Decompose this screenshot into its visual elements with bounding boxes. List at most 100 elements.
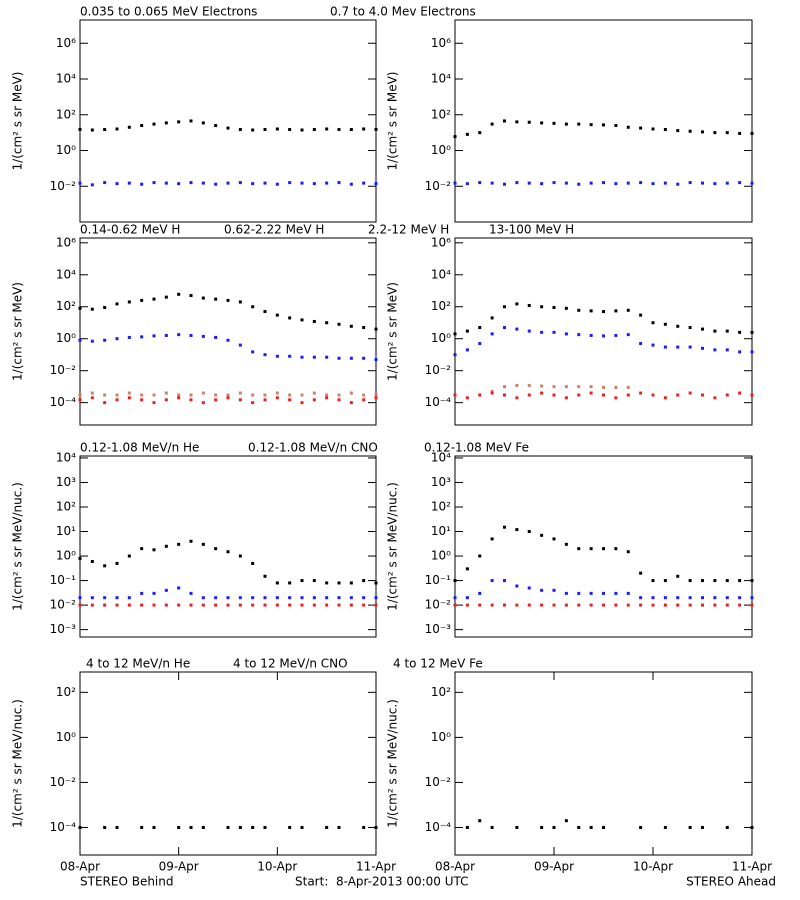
data-point xyxy=(453,353,457,357)
data-point xyxy=(701,603,704,607)
data-point xyxy=(251,603,255,607)
data-point xyxy=(325,396,329,400)
data-point xyxy=(337,181,341,185)
data-point xyxy=(103,596,107,600)
data-point xyxy=(263,353,267,357)
data-point xyxy=(362,825,366,829)
data-point xyxy=(115,302,119,306)
data-point xyxy=(515,383,519,387)
data-point xyxy=(226,393,230,397)
y-tick-label: 10⁻² xyxy=(425,363,452,377)
data-point xyxy=(614,603,618,607)
data-point xyxy=(349,127,353,131)
data-point xyxy=(325,127,329,131)
data-point xyxy=(164,121,168,125)
data-point xyxy=(490,181,494,185)
data-point xyxy=(465,348,469,352)
y-tick-label: 10² xyxy=(431,107,451,121)
data-point xyxy=(552,385,556,389)
data-point xyxy=(78,603,82,607)
data-point xyxy=(238,554,242,558)
data-point xyxy=(614,547,618,551)
data-point xyxy=(651,596,655,600)
data-point xyxy=(515,396,519,400)
data-point xyxy=(540,330,544,334)
data-point xyxy=(701,130,704,134)
data-point xyxy=(164,588,168,592)
data-point xyxy=(750,603,754,607)
data-point xyxy=(515,120,519,124)
data-point xyxy=(251,182,255,186)
data-point xyxy=(750,350,754,354)
data-point xyxy=(688,391,692,395)
data-point xyxy=(275,603,279,607)
y-tick-label: 10⁻³ xyxy=(425,622,452,636)
data-point xyxy=(127,300,131,304)
data-point xyxy=(688,603,692,607)
data-point xyxy=(602,123,605,127)
data-point xyxy=(127,181,131,185)
y-tick-label: 10⁰ xyxy=(56,331,76,345)
data-point xyxy=(115,603,119,607)
data-point xyxy=(238,398,242,402)
y-axis-label: 1/(cm² s sr MeV/nuc.) xyxy=(386,699,400,828)
data-point xyxy=(78,825,82,829)
y-tick-label: 10⁴ xyxy=(56,450,76,464)
data-point xyxy=(577,603,581,607)
data-point xyxy=(300,393,304,397)
data-point xyxy=(639,181,643,185)
y-tick-label: 10² xyxy=(431,299,451,313)
data-point xyxy=(503,385,506,389)
data-point xyxy=(676,345,680,349)
data-point xyxy=(78,306,82,310)
data-point xyxy=(577,393,581,397)
data-point xyxy=(515,603,519,607)
data-point xyxy=(300,401,304,405)
legend-label: 13-100 MeV H xyxy=(489,223,574,237)
data-point xyxy=(177,396,181,400)
data-point xyxy=(478,819,482,823)
data-point xyxy=(651,343,655,347)
data-point xyxy=(325,355,329,359)
data-point xyxy=(288,354,292,358)
data-point xyxy=(103,393,107,397)
data-point xyxy=(552,305,556,309)
data-point xyxy=(725,131,729,135)
data-point xyxy=(651,393,655,397)
legend-label: 0.035 to 0.065 MeV Electrons xyxy=(80,5,257,19)
plot-frame xyxy=(79,19,377,223)
data-point xyxy=(325,603,329,607)
plot-frame xyxy=(454,237,753,426)
x-tick-label: 08-Apr xyxy=(435,860,475,874)
y-tick-label: 10⁴ xyxy=(431,267,451,281)
data-point xyxy=(701,393,704,397)
data-point xyxy=(577,825,581,829)
data-point xyxy=(688,579,692,583)
data-point xyxy=(453,596,457,600)
data-point xyxy=(349,324,353,328)
data-point xyxy=(337,356,341,360)
data-point xyxy=(465,132,469,136)
data-point xyxy=(362,127,366,131)
data-point xyxy=(564,306,568,310)
legend-label: 0.62-2.22 MeV H xyxy=(224,223,324,237)
data-point xyxy=(614,385,618,389)
data-point xyxy=(177,333,181,337)
data-point xyxy=(374,358,378,362)
data-point xyxy=(312,391,316,395)
data-point xyxy=(325,321,329,325)
data-point xyxy=(688,129,692,133)
data-point xyxy=(300,596,304,600)
data-point xyxy=(465,596,469,600)
data-point xyxy=(164,391,168,395)
data-point xyxy=(490,122,494,126)
data-point xyxy=(527,603,531,607)
data-point xyxy=(540,182,544,186)
data-point xyxy=(189,181,193,185)
data-point xyxy=(312,355,316,359)
y-tick-label: 10⁶ xyxy=(431,235,451,249)
data-point xyxy=(577,308,581,312)
data-point xyxy=(589,603,593,607)
data-point xyxy=(127,125,131,129)
